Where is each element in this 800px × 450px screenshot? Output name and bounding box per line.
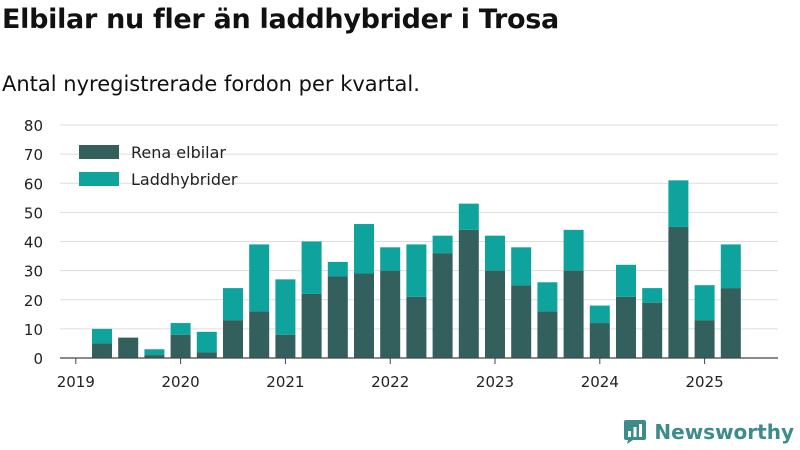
bar-rena-elbilar	[668, 226, 689, 358]
bar-laddhybrider	[537, 282, 558, 312]
bar-rena-elbilar	[196, 352, 217, 358]
bar-rena-elbilar	[118, 337, 139, 358]
brand-name: Newsworthy	[654, 420, 794, 444]
bar-laddhybrider	[327, 261, 348, 277]
x-tick-label: 2024	[581, 373, 619, 391]
legend-swatch	[79, 145, 119, 159]
bar-laddhybrider	[616, 264, 636, 297]
bar-rena-elbilar	[616, 296, 636, 358]
bar-rena-elbilar	[458, 229, 479, 358]
bar-rena-elbilar	[249, 311, 270, 358]
legend-label: Laddhybrider	[131, 170, 238, 189]
bar-rena-elbilar	[537, 311, 558, 358]
bar-laddhybrider	[170, 323, 191, 335]
x-tick-label: 2023	[476, 373, 514, 391]
y-tick-label: 70	[24, 146, 43, 164]
y-tick-label: 60	[24, 175, 43, 193]
y-tick-label: 40	[24, 234, 43, 252]
bar-laddhybrider	[196, 331, 217, 353]
bar-rena-elbilar	[144, 355, 165, 358]
brand-logo: Newsworthy	[622, 419, 794, 445]
x-tick-label: 2020	[162, 373, 200, 391]
x-tick-label: 2025	[686, 373, 724, 391]
bar-rena-elbilar	[92, 343, 112, 358]
bar-rena-elbilar	[589, 323, 610, 358]
newsworthy-logo-icon	[624, 420, 647, 444]
bar-laddhybrider	[354, 224, 374, 274]
bar-laddhybrider	[642, 288, 663, 303]
bar-laddhybrider	[301, 241, 322, 294]
bar-laddhybrider	[380, 247, 401, 271]
legend-swatch	[79, 172, 119, 186]
bar-rena-elbilar	[642, 302, 663, 358]
bar-laddhybrider	[223, 288, 243, 321]
y-tick-label: 50	[24, 204, 43, 222]
bar-laddhybrider	[694, 285, 715, 321]
bar-laddhybrider	[144, 349, 165, 356]
bar-rena-elbilar	[380, 270, 401, 358]
bar-rena-elbilar	[406, 296, 427, 358]
bar-laddhybrider	[668, 180, 689, 227]
y-tick-label: 20	[24, 292, 43, 310]
bar-laddhybrider	[406, 244, 427, 297]
bar-rena-elbilar	[301, 293, 322, 358]
x-tick-label: 2021	[266, 373, 304, 391]
bar-laddhybrider	[511, 247, 532, 286]
bar-rena-elbilar	[432, 253, 453, 358]
bar-laddhybrider	[720, 244, 741, 289]
bar-rena-elbilar	[720, 288, 741, 358]
bar-rena-elbilar	[563, 270, 584, 358]
bar-laddhybrider	[563, 229, 584, 271]
bar-laddhybrider	[92, 328, 112, 344]
bar-rena-elbilar	[170, 334, 191, 358]
bar-laddhybrider	[275, 279, 296, 335]
chart-subtitle: Antal nyregistrerade fordon per kvartal.	[2, 72, 420, 96]
bar-rena-elbilar	[223, 320, 243, 358]
chart-title: Elbilar nu fler än laddhybrider i Trosa	[2, 4, 559, 35]
bar-rena-elbilar	[694, 320, 715, 358]
y-tick-label: 0	[33, 350, 43, 368]
bar-rena-elbilar	[354, 273, 374, 358]
x-tick-label: 2019	[57, 373, 95, 391]
bar-laddhybrider	[458, 203, 479, 230]
bar-rena-elbilar	[327, 276, 348, 358]
bar-rena-elbilar	[275, 334, 296, 358]
y-tick-label: 30	[24, 263, 43, 281]
bar-laddhybrider	[485, 235, 505, 271]
y-tick-label: 10	[24, 321, 43, 339]
bar-laddhybrider	[249, 244, 270, 312]
bar-laddhybrider	[589, 305, 610, 324]
x-tick-label: 2022	[371, 373, 409, 391]
bar-laddhybrider	[432, 235, 453, 254]
y-tick-label: 80	[24, 117, 43, 135]
bar-rena-elbilar	[485, 270, 505, 358]
legend-label: Rena elbilar	[131, 143, 226, 162]
bar-rena-elbilar	[511, 285, 532, 358]
